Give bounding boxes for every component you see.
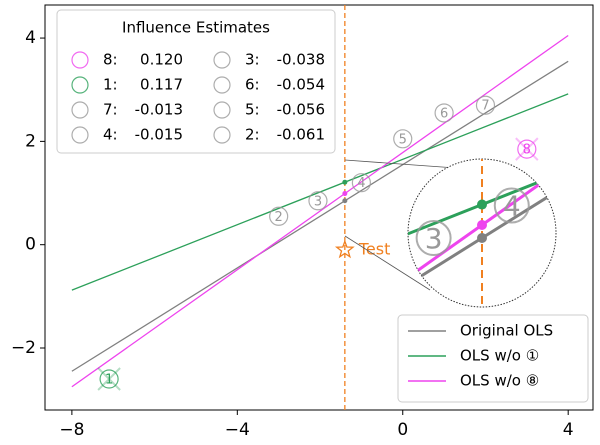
x-tick-label: 4 bbox=[563, 420, 574, 440]
zoom-connector bbox=[344, 235, 431, 291]
influence-point: 1: bbox=[103, 76, 118, 94]
test-point bbox=[334, 239, 355, 259]
influence-value: -0.038 bbox=[277, 51, 325, 69]
data-point bbox=[99, 369, 119, 389]
prediction-dot bbox=[342, 198, 348, 204]
y-tick-label: −2 bbox=[11, 338, 36, 358]
regression-line bbox=[71, 34, 569, 388]
test-label: Test bbox=[358, 239, 391, 258]
y-tick-label: 0 bbox=[25, 235, 36, 255]
influence-marker bbox=[71, 76, 89, 94]
influence-value: -0.054 bbox=[277, 76, 325, 94]
point-label: 4 bbox=[503, 189, 521, 222]
prediction-dot bbox=[477, 233, 487, 244]
data-point bbox=[493, 187, 530, 224]
point-label: 3 bbox=[314, 194, 322, 209]
point-label: 5 bbox=[399, 132, 407, 147]
point-label: 2 bbox=[275, 210, 283, 225]
influence-point: 5: bbox=[245, 101, 260, 119]
prediction-dot bbox=[477, 219, 487, 230]
influence-point: 4: bbox=[103, 126, 118, 144]
data-point bbox=[269, 206, 289, 226]
point-label: 7 bbox=[481, 99, 489, 114]
data-point bbox=[351, 173, 371, 193]
influence-point: 3: bbox=[245, 51, 260, 69]
legend-label: OLS w/o ⑧ bbox=[460, 372, 539, 390]
y-tick-label: 4 bbox=[25, 28, 36, 48]
influence-marker bbox=[213, 101, 231, 119]
data-point bbox=[415, 220, 452, 257]
influence-title: Influence Estimates bbox=[122, 19, 270, 37]
x-tick-label: −8 bbox=[59, 420, 84, 440]
influence-point: 2: bbox=[245, 126, 260, 144]
influence-marker bbox=[71, 51, 89, 69]
x-tick-label: 0 bbox=[397, 420, 408, 440]
influence-value: -0.061 bbox=[277, 126, 325, 144]
regression-line bbox=[71, 60, 569, 372]
influence-marker bbox=[213, 51, 231, 69]
prediction-dot bbox=[342, 191, 348, 197]
point-label: 4 bbox=[357, 176, 365, 191]
plot: −8 −4 0 4 −2 0 2 4 1 2 3 4 5 6 7 8 Test bbox=[11, 5, 574, 440]
prediction-dot bbox=[477, 199, 487, 210]
y-tick-label: 2 bbox=[25, 131, 36, 151]
influence-point: 8: bbox=[103, 51, 118, 69]
point-label: 1 bbox=[105, 373, 113, 388]
legend-label: Original OLS bbox=[460, 322, 553, 340]
influence-point: 7: bbox=[103, 101, 118, 119]
removed-marker bbox=[97, 367, 121, 391]
x-tick-label: −4 bbox=[225, 420, 250, 440]
point-label: 8 bbox=[523, 143, 531, 158]
influence-marker bbox=[71, 126, 89, 144]
influence-marker bbox=[213, 76, 231, 94]
prediction-dot bbox=[342, 179, 348, 185]
data-point bbox=[475, 95, 496, 115]
influence-marker bbox=[213, 126, 231, 144]
influence-legend bbox=[56, 9, 336, 154]
data-point bbox=[434, 103, 454, 123]
data-point bbox=[393, 129, 413, 149]
removed-marker bbox=[515, 137, 539, 161]
influence-value: -0.013 bbox=[135, 101, 183, 119]
influence-value: 0.120 bbox=[140, 51, 183, 69]
influence-marker bbox=[71, 101, 89, 119]
influence-value: -0.015 bbox=[135, 126, 183, 144]
influence-value: 0.117 bbox=[140, 76, 183, 94]
influence-point: 6: bbox=[245, 76, 260, 94]
point-label: 6 bbox=[440, 106, 448, 121]
legend-label: OLS w/o ① bbox=[460, 347, 539, 365]
point-label: 3 bbox=[425, 222, 443, 255]
influence-value: -0.056 bbox=[277, 101, 325, 119]
data-point bbox=[517, 139, 537, 159]
data-point bbox=[308, 191, 328, 211]
plot-frame bbox=[44, 4, 594, 411]
